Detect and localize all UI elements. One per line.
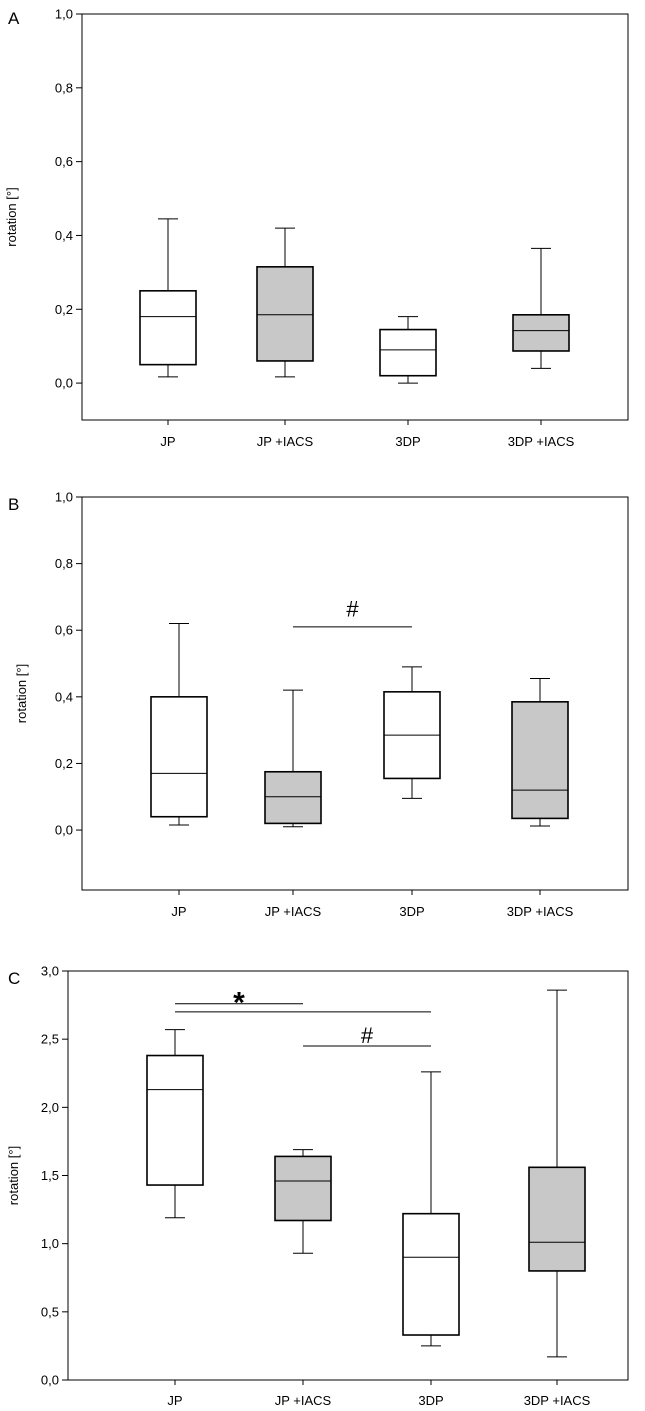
x-tick-label: JP xyxy=(167,1393,182,1408)
iqr-box xyxy=(139,290,197,366)
iqr-box xyxy=(379,328,437,377)
y-axis-label: rotation [°] xyxy=(4,187,19,246)
iqr-box xyxy=(146,1054,204,1186)
iqr-box xyxy=(274,1155,332,1222)
y-axis-label: rotation [°] xyxy=(6,1146,21,1205)
y-tick-label: 2,0 xyxy=(41,1100,59,1115)
chart-panel-b: B 0,0 0,2 0,4 0,6 0,8 1,0 rotation [°] JP JP +IAC… xyxy=(8,490,629,919)
chart-panel-a: A 0,0 0,2 0,4 0,6 0,8 1,0 rotation [°] JP JP +IAC… xyxy=(4,7,629,449)
panel-label: B xyxy=(8,495,19,514)
x-tick-label: 3DP +IACS xyxy=(524,1393,591,1408)
y-tick-label: 0,6 xyxy=(55,623,73,638)
iqr-box xyxy=(402,1212,460,1336)
y-axis-label: rotation [°] xyxy=(14,664,29,723)
chart-panel-c: C 0,0 0,5 1,0 1,5 2,0 2,5 3,0 rotation [°] JP JP +… xyxy=(6,964,629,1408)
panel-label: C xyxy=(8,969,20,988)
iqr-box xyxy=(528,1166,586,1272)
x-tick-label: JP +IACS xyxy=(257,434,314,449)
y-tick-label: 3,0 xyxy=(41,964,59,979)
x-tick-label: 3DP xyxy=(395,434,420,449)
significance-symbol: * xyxy=(233,986,245,1019)
y-tick-label: 0,8 xyxy=(55,556,73,571)
x-tick-label: JP +IACS xyxy=(265,904,322,919)
box-jp-iacs xyxy=(256,227,314,378)
y-tick-label: 1,5 xyxy=(41,1168,59,1183)
x-tick-label: 3DP +IACS xyxy=(507,904,574,919)
box-jp-iacs xyxy=(274,1149,332,1254)
box-3dp xyxy=(402,1071,460,1347)
y-tick-label: 0,2 xyxy=(55,302,73,317)
iqr-box xyxy=(512,314,570,352)
iqr-box xyxy=(256,266,314,362)
iqr-box xyxy=(264,770,322,825)
box-3dp-iacs xyxy=(512,247,570,369)
significance-symbol: # xyxy=(346,597,359,622)
box-3dp xyxy=(383,666,441,799)
y-tick-label: 2,5 xyxy=(41,1032,59,1047)
plot-frame xyxy=(81,496,629,891)
x-tick-label: 3DP +IACS xyxy=(508,434,575,449)
box-jp xyxy=(139,218,197,378)
y-tick-label: 1,0 xyxy=(55,490,73,505)
y-tick-label: 0,0 xyxy=(55,376,73,391)
box-jp xyxy=(150,623,208,826)
y-tick-label: 1,0 xyxy=(55,7,73,22)
box-jp xyxy=(146,1029,204,1219)
iqr-box xyxy=(511,701,569,820)
x-tick-label: JP xyxy=(160,434,175,449)
y-tick-label: 0,4 xyxy=(55,228,73,243)
y-tick-label: 0,8 xyxy=(55,80,73,95)
y-tick-label: 1,0 xyxy=(41,1236,59,1251)
significance-symbol: # xyxy=(361,1023,374,1048)
panel-label: A xyxy=(8,9,20,28)
y-tick-label: 0,2 xyxy=(55,756,73,771)
box-3dp-iacs xyxy=(511,678,569,827)
box-jp-iacs xyxy=(264,689,322,828)
box-3dp-iacs xyxy=(528,989,586,1358)
y-tick-label: 0,0 xyxy=(41,1373,59,1388)
y-tick-label: 0,5 xyxy=(41,1304,59,1319)
x-tick-label: JP xyxy=(171,904,186,919)
y-tick-label: 0,0 xyxy=(55,823,73,838)
plot-frame xyxy=(81,13,629,421)
y-tick-label: 0,6 xyxy=(55,154,73,169)
x-tick-label: JP +IACS xyxy=(275,1393,332,1408)
x-tick-label: 3DP xyxy=(418,1393,443,1408)
iqr-box xyxy=(150,696,208,818)
x-tick-label: 3DP xyxy=(399,904,424,919)
y-tick-label: 0,4 xyxy=(55,689,73,704)
box-3dp xyxy=(379,316,437,384)
